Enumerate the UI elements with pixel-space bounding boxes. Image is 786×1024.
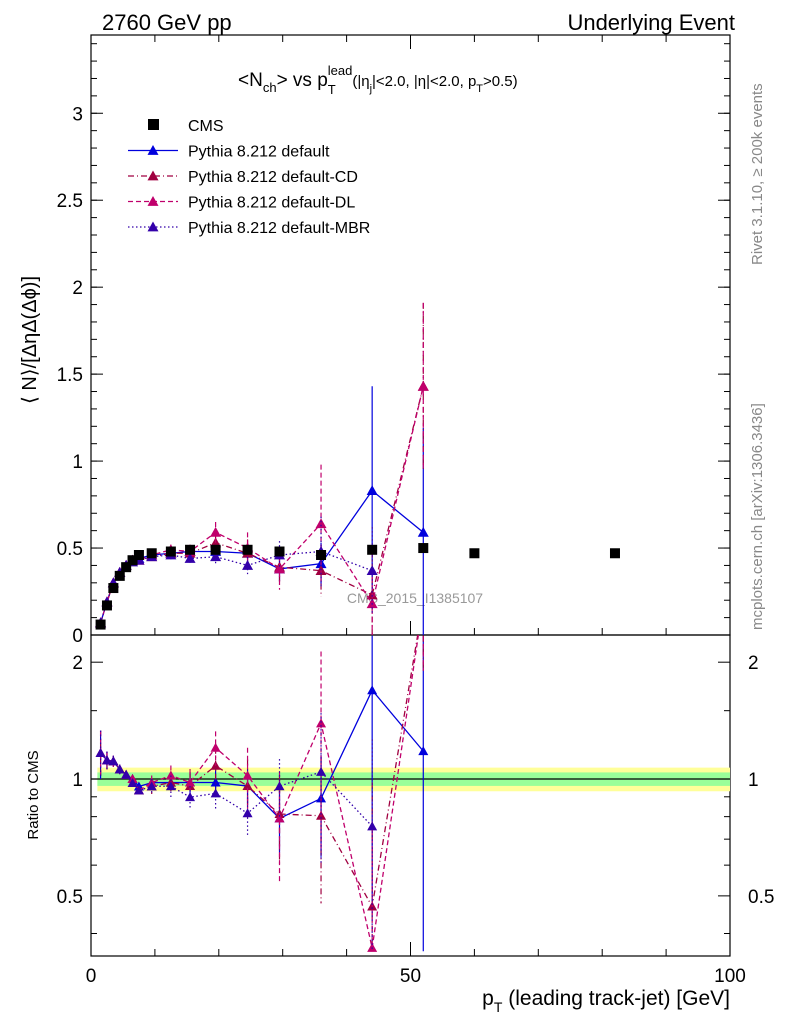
data-point <box>210 526 222 537</box>
legend-label: Pythia 8.212 default-MBR <box>188 220 370 237</box>
series-line <box>99 386 424 624</box>
ratio-ytick-label: 1 <box>72 770 83 791</box>
legend-entry: Pythia 8.212 default-MBR <box>128 220 370 237</box>
xtick-label: 0 <box>86 966 97 987</box>
cms-point <box>367 544 378 555</box>
ratio-ytick-label-right: 2 <box>748 653 759 674</box>
cms-point <box>127 555 138 566</box>
cms-point <box>95 619 106 630</box>
legend-label: Pythia 8.212 default-DL <box>188 195 355 212</box>
plot-title: <Nch> vs pTlead(|ηj|<2.0, |η|<2.0, pT>0.… <box>238 63 518 97</box>
main-ytick-label: 1.5 <box>57 365 83 386</box>
data-point <box>315 518 327 529</box>
data-point <box>242 559 254 570</box>
legend-marker <box>147 221 159 232</box>
ratio-point <box>210 788 221 798</box>
ratio-point <box>133 785 144 795</box>
legend-marker <box>147 145 159 155</box>
ratio-panel <box>95 635 429 952</box>
cms-point <box>114 570 125 581</box>
data-series <box>95 302 620 952</box>
cms-point <box>121 562 132 573</box>
legend-entry: Pythia 8.212 default <box>128 144 330 161</box>
data-point <box>366 598 378 609</box>
ratio-ytick-label: 0.5 <box>57 887 83 908</box>
ratio-point <box>95 748 106 758</box>
xtick-label: 100 <box>714 966 746 987</box>
cms-point <box>469 548 480 559</box>
data-point <box>366 565 378 576</box>
legend-marker <box>148 119 159 130</box>
legend-entry: Pythia 8.212 default-CD <box>128 169 358 186</box>
ratio-ytick-label-right: 0.5 <box>748 887 774 908</box>
main-ytick-label: 2 <box>72 278 83 299</box>
y-axis-label-ratio: Ratio to CMS <box>25 750 42 839</box>
ratio-point <box>274 781 285 791</box>
main-ytick-label: 2.5 <box>57 191 83 212</box>
header-right: Underlying Event <box>567 10 735 35</box>
legend-label: Pythia 8.212 default-CD <box>188 169 358 186</box>
xtick-label: 50 <box>400 966 421 987</box>
y-axis-label-main: ⟨ N⟩/[ΔηΔ(Δϕ)] <box>19 276 41 404</box>
cms-point <box>133 550 144 560</box>
data-point <box>366 485 378 496</box>
cms-point <box>418 543 429 554</box>
ratio-ytick-label: 2 <box>72 653 83 674</box>
cms-point <box>609 548 620 559</box>
ratio-point <box>185 777 196 787</box>
cms-point <box>210 544 221 555</box>
cms-point <box>108 583 119 594</box>
legend: CMS Pythia 8.212 default Pythia 8.212 defa… <box>128 118 370 237</box>
legend-label: CMS <box>188 118 224 135</box>
legend-marker <box>147 170 159 181</box>
cms-point <box>185 544 196 555</box>
cms-point <box>146 548 157 559</box>
data-point <box>274 563 286 574</box>
legend-entry: Pythia 8.212 default-DL <box>128 195 355 212</box>
axis-ticks: 0 0.5 1 1.5 2 2.5 3 0.5 0.5 1 1 2 2 0 50 100 <box>57 35 774 987</box>
main-ytick-label: 3 <box>72 104 83 125</box>
ratio-frame <box>90 634 731 957</box>
data-point <box>184 552 196 563</box>
data-point <box>417 380 429 391</box>
ratio-series-line <box>100 635 419 909</box>
header-left: 2760 GeV pp <box>102 10 232 35</box>
legend-entry: CMS <box>148 118 224 135</box>
cms-point <box>274 546 285 557</box>
cms-point <box>165 546 176 557</box>
cms-point <box>316 550 327 560</box>
ratio-point <box>316 766 327 776</box>
ratio-point <box>121 769 132 779</box>
data-point <box>417 526 429 537</box>
ratio-ytick-label-right: 1 <box>748 770 759 791</box>
ratio-series-line <box>100 752 373 827</box>
cms-point <box>242 544 253 555</box>
legend-marker <box>147 196 159 206</box>
legend-label: Pythia 8.212 default <box>188 144 330 161</box>
ratio-series-line <box>100 635 420 948</box>
main-ytick-label: 0.5 <box>57 539 83 560</box>
data-point <box>210 551 222 562</box>
x-axis-label: pT (leading track-jet) [GeV] <box>482 987 730 1015</box>
series-line <box>99 386 424 624</box>
rivet-label: Rivet 3.1.10, ≥ 200k events <box>749 83 766 265</box>
mcplots-label: mcplots.cern.ch [arXiv:1306.3436] <box>749 403 766 630</box>
analysis-label: CMS_2015_I1385107 <box>347 590 483 606</box>
main-ytick-label: 0 <box>72 626 83 647</box>
cms-point <box>101 600 112 611</box>
main-ytick-label: 1 <box>72 452 83 473</box>
main-panel <box>95 302 620 635</box>
ratio-point <box>165 781 176 791</box>
